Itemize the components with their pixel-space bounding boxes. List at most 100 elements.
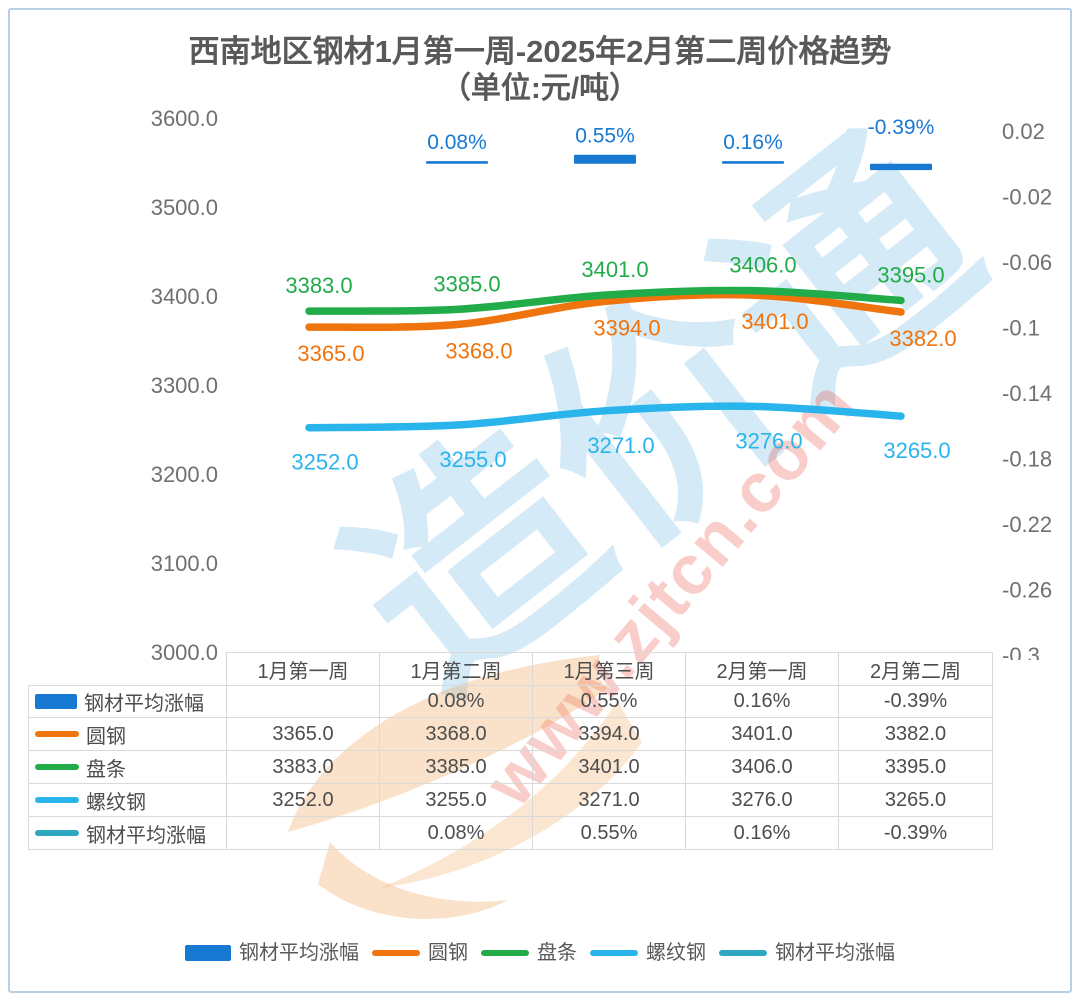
price-trend-chart: 3600.0 3500.0 3400.0 3300.0 3200.0 3100.0 3000… [151,106,1052,660]
legend-label: 螺纹钢 [646,942,706,964]
legend-item-钢材平均涨幅[interactable]: 钢材平均涨幅 [185,942,359,964]
point-value-label: 3383.0 [285,273,352,298]
point-value-label: 3394.0 [593,315,660,340]
table-value-cell: 3395.0 [839,751,993,784]
bar-钢材平均涨幅 [426,161,488,164]
left-axis-tick: 3200.0 [151,462,218,487]
table-value-cell: 3365.0 [227,718,380,751]
line-螺纹钢 [305,402,905,432]
point-value-label: 3271.0 [587,433,654,458]
series-swatch-line [35,830,79,836]
legend-label: 钢材平均涨幅 [775,942,895,964]
point-value-label: 3406.0 [729,253,796,278]
legend-label: 钢材平均涨幅 [239,942,359,964]
table-value-cell: 3383.0 [227,751,380,784]
bar-钢材平均涨幅 [870,163,932,171]
right-axis-tick: -0.06 [1002,250,1052,275]
chart-subtitle-unit: （单位:元/吨） [440,72,640,105]
chart-title: 西南地区钢材1月第一周-2025年2月第二周价格趋势 [188,34,892,69]
bar-钢材平均涨幅 [722,161,784,164]
right-axis-tick: -0.22 [1002,512,1052,537]
right-axis-tick: -0.26 [1002,578,1052,603]
left-axis-tick: 3600.0 [151,106,218,131]
table-row-series-name: 钢材平均涨幅 [28,817,227,850]
table-value-cell: 0.08% [380,685,533,718]
table-value-cell [227,817,380,850]
table-value-cell: 0.08% [380,817,533,850]
point-value-label: 3395.0 [877,262,944,287]
right-axis-tick: -0.1 [1002,316,1040,341]
point-value-label: 3276.0 [735,428,802,453]
right-axis-tick: 0.02 [1002,119,1045,144]
point-value-label: 3265.0 [883,438,950,463]
left-axis-tick: 3400.0 [151,284,218,309]
bar-value-label: 0.08% [427,131,487,154]
series-name-label: 圆钢 [86,725,126,748]
table-corner-cell [28,652,227,686]
legend-item-盘条[interactable]: 盘条 [481,942,577,964]
table-row-series-name: 钢材平均涨幅 [28,685,227,718]
table-value-cell: 3271.0 [533,784,686,817]
table-value-cell: 0.16% [686,817,839,850]
table-row-series-name: 盘条 [28,751,227,784]
legend-swatch-line [590,950,638,956]
table-value-cell: 3276.0 [686,784,839,817]
point-value-label: 3252.0 [291,450,358,475]
table-column-header: 2月第二周 [839,652,993,686]
table-value-cell: 3368.0 [380,718,533,751]
legend-label: 盘条 [537,942,577,964]
point-value-label: 3365.0 [297,341,364,366]
point-value-label: 3401.0 [741,309,808,334]
table-value-cell: 3385.0 [380,751,533,784]
point-value-label: 3382.0 [889,326,956,351]
price-data-table: 1月第一周 1月第二周 1月第三周 2月第一周 2月第二周 钢材平均涨幅 0.08% 0.55… [28,652,993,850]
table-column-header: 1月第二周 [380,652,533,686]
left-axis-tick: 3000.0 [151,640,218,660]
table-column-header: 1月第一周 [227,652,380,686]
chart-legend: 钢材平均涨幅 圆钢 盘条 螺纹钢 钢材平均涨幅 [0,942,1080,964]
table-value-cell: 0.55% [533,685,686,718]
table-value-cell: -0.39% [839,817,993,850]
table-value-cell: 3382.0 [839,718,993,751]
point-value-label: 3385.0 [433,271,500,296]
table-value-cell: 0.55% [533,817,686,850]
table-row-series-name: 螺纹钢 [28,784,227,817]
legend-swatch-line [372,950,420,956]
left-axis-tick: 3300.0 [151,373,218,398]
bar-value-label: -0.39% [868,116,935,139]
legend-item-钢材平均涨幅[interactable]: 钢材平均涨幅 [719,942,895,964]
series-swatch-line [35,764,79,770]
series-swatch-bar [35,693,77,709]
right-axis-tick: -0.02 [1002,185,1052,210]
series-name-label: 盘条 [86,758,126,781]
point-value-label: 3368.0 [445,338,512,363]
legend-swatch-bar [185,945,231,961]
table-value-cell: 3394.0 [533,718,686,751]
legend-item-螺纹钢[interactable]: 螺纹钢 [590,942,706,964]
bar-钢材平均涨幅 [574,154,636,164]
series-swatch-line [35,731,79,737]
table-value-cell: 3401.0 [686,718,839,751]
bar-value-label: 0.16% [723,131,783,154]
bar-value-label: 0.55% [575,125,635,148]
left-axis-tick: 3500.0 [151,195,218,220]
series-swatch-line [35,797,79,803]
point-value-label: 3401.0 [581,257,648,282]
table-value-cell: 3252.0 [227,784,380,817]
legend-label: 圆钢 [428,942,468,964]
table-value-cell: 3255.0 [380,784,533,817]
chart-title-block: 西南地区钢材1月第一周-2025年2月第二周价格趋势 （单位:元/吨） [0,33,1080,107]
point-value-label: 3255.0 [439,447,506,472]
right-axis-tick: -0.3 [1002,643,1040,660]
table-value-cell: 3401.0 [533,751,686,784]
series-name-label: 螺纹钢 [86,791,146,814]
legend-item-圆钢[interactable]: 圆钢 [372,942,468,964]
legend-swatch-line [719,950,767,956]
line-盘条 [305,286,905,315]
table-value-cell: 3406.0 [686,751,839,784]
legend-swatch-line [481,950,529,956]
table-value-cell [227,685,380,718]
line-圆钢 [305,290,905,332]
table-column-header: 1月第三周 [533,652,686,686]
